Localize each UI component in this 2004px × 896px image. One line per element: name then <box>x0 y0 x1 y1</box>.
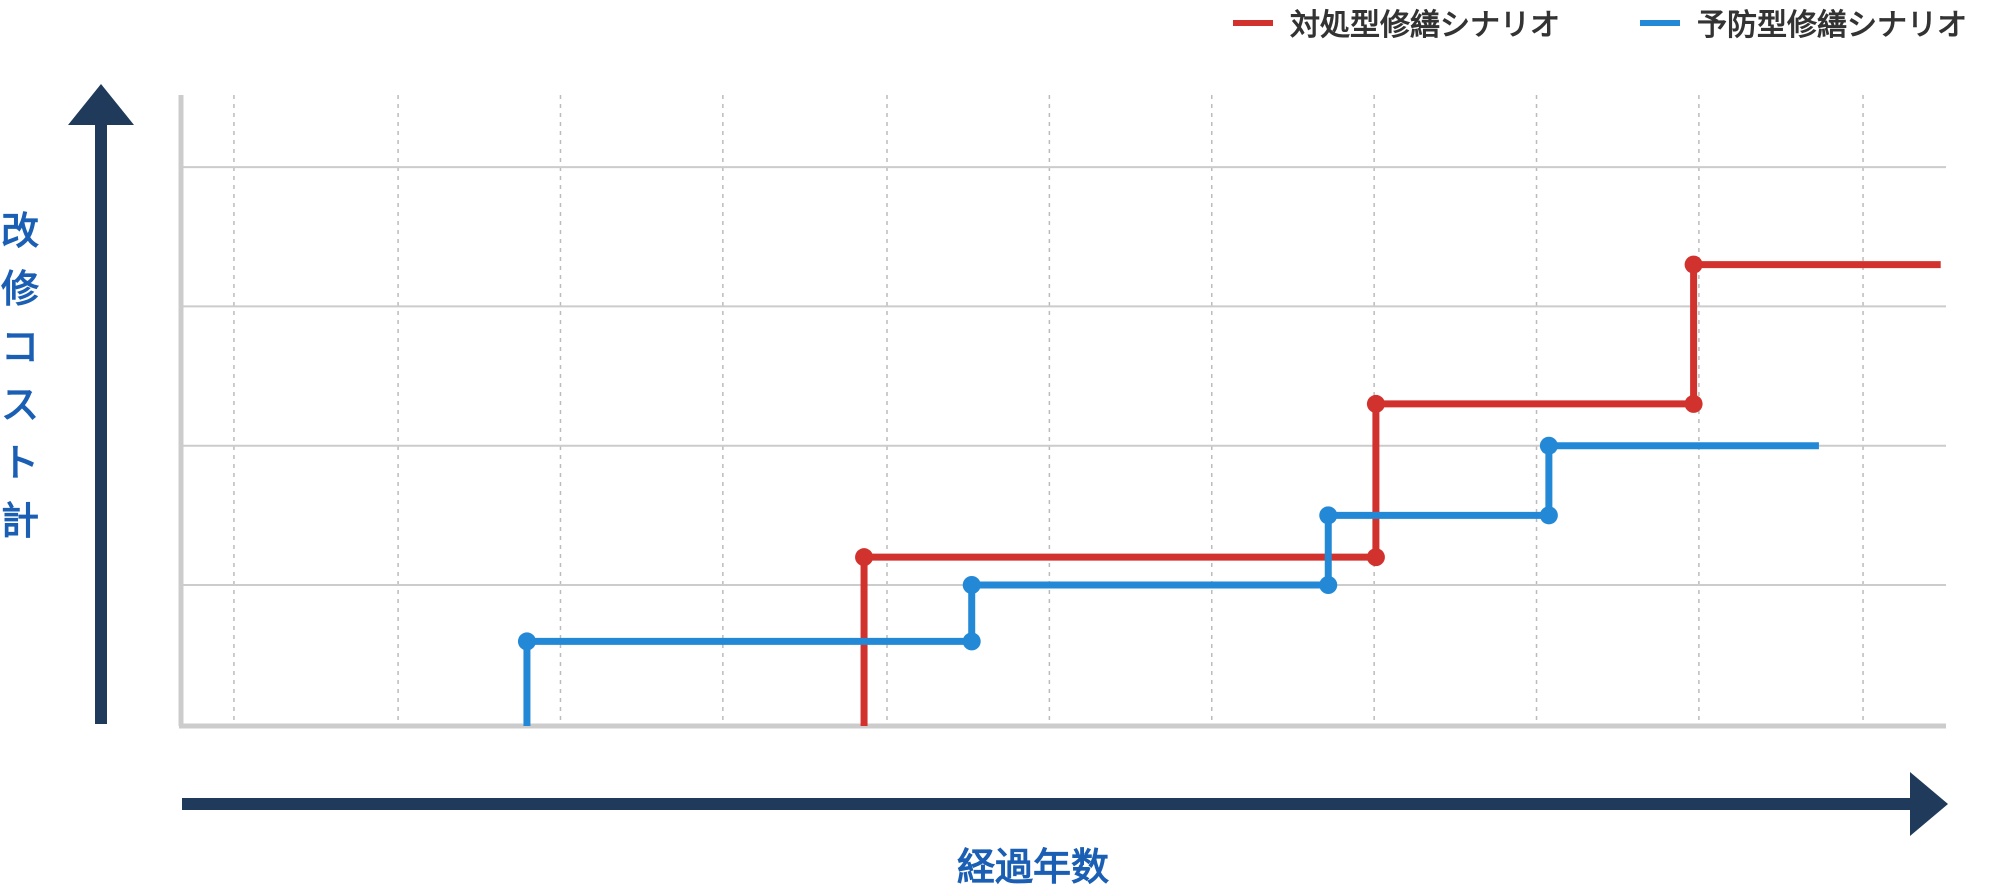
axes <box>178 95 1946 729</box>
series-0-point-3 <box>1684 394 1703 413</box>
series-1-point-5 <box>1539 506 1558 525</box>
y-axis-title-char-4: ト <box>1 441 39 485</box>
series-0-point-1 <box>1366 548 1385 567</box>
series-1-point-2 <box>962 576 981 594</box>
y-axis-arrow <box>68 84 134 724</box>
series-1-point-0 <box>517 632 536 651</box>
y-axis-title-char-2: コ <box>1 325 39 369</box>
y-arrow-shaft <box>95 120 107 724</box>
legend-label-preventive: 予防型修繕シナリオ <box>1697 8 1967 43</box>
x-axis-title: 経過年数 <box>957 845 1109 889</box>
series-1-point-4 <box>1319 506 1338 525</box>
series-layer <box>517 255 1941 726</box>
series-1-point-3 <box>1319 576 1338 594</box>
x-arrow-head <box>1910 772 1948 836</box>
legend-label-reactive: 対処型修繕シナリオ <box>1290 8 1560 43</box>
legend: 対処型修繕シナリオ 予防型修繕シナリオ <box>1233 8 1967 43</box>
legend-swatch-reactive <box>1233 20 1273 26</box>
y-axis-title-char-3: ス <box>1 383 39 427</box>
y-axis-title-char-0: 改 <box>1 209 39 253</box>
series-1-point-6 <box>1539 436 1558 455</box>
y-arrow-head <box>68 84 134 125</box>
legend-swatch-preventive <box>1640 20 1680 26</box>
series-0-point-4 <box>1684 255 1703 274</box>
y-axis-title-char-5: 計 <box>1 499 39 543</box>
x-axis-arrow <box>182 772 1948 836</box>
y-axis-title-char-1: 修 <box>1 267 40 311</box>
y-axis-title: 改修コスト計 <box>1 209 40 543</box>
series-0-point-0 <box>855 548 874 567</box>
series-0-point-2 <box>1366 394 1385 413</box>
x-arrow-shaft <box>182 798 1914 810</box>
grid <box>181 95 1946 726</box>
series-1-point-1 <box>962 632 981 651</box>
series-line-0 <box>860 261 1941 726</box>
